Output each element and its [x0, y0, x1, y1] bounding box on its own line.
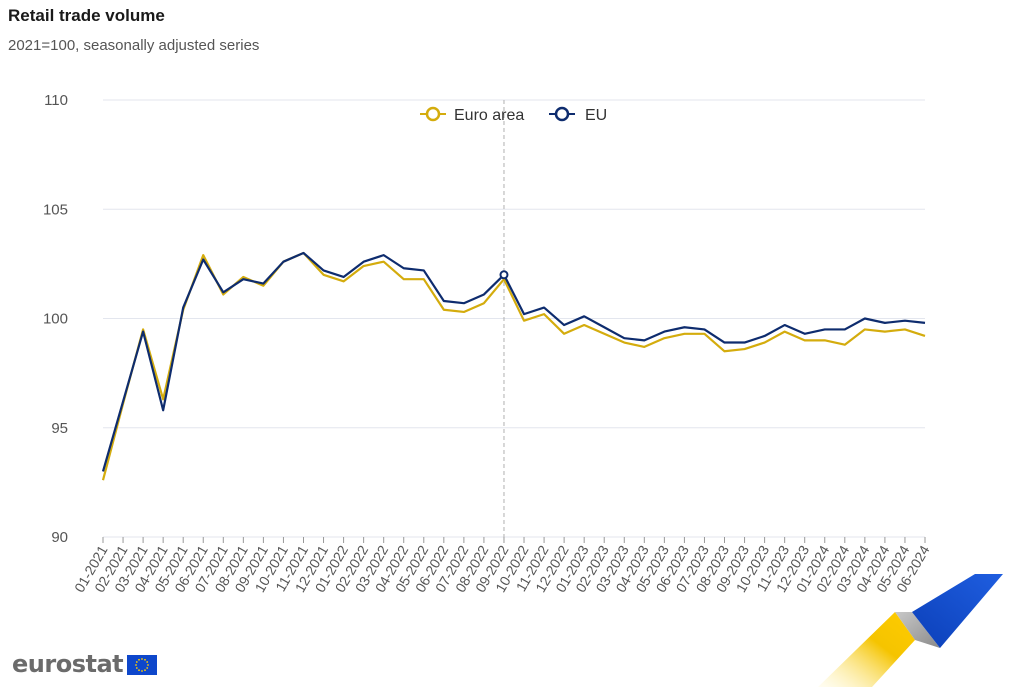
flag-star	[146, 661, 149, 663]
series-line-eu[interactable]	[101, 251, 926, 472]
chart-subtitle: 2021=100, seasonally adjusted series	[8, 37, 260, 54]
legend-label-eu: EU	[585, 107, 607, 124]
flag-star	[138, 658, 141, 661]
legend-marker-euro-area	[425, 106, 441, 122]
y-tick-label: 95	[51, 420, 68, 437]
legend-item-eu[interactable]: EU	[549, 106, 607, 124]
y-tick-label: 100	[43, 311, 68, 328]
hover-markers	[499, 270, 509, 280]
flag-star	[135, 664, 138, 666]
y-tick-label: 90	[51, 529, 68, 546]
chart-title: Retail trade volume	[8, 6, 165, 25]
eurostat-logo[interactable]: eurostat	[12, 650, 158, 678]
series-layer	[101, 251, 926, 481]
flag-star	[144, 669, 147, 672]
legend-label-euro-area: Euro area	[454, 107, 524, 124]
flag-star	[141, 670, 144, 672]
flag-star	[144, 658, 147, 661]
flag-star	[146, 667, 149, 669]
flag-star	[138, 669, 141, 672]
series-line-euro-area[interactable]	[101, 251, 926, 481]
legend-item-euro-area[interactable]: Euro area	[420, 106, 524, 124]
y-tick-label: 110	[44, 92, 68, 109]
hover-marker-eu	[499, 270, 509, 280]
legend-marker-eu	[554, 106, 570, 122]
eu-flag-icon	[127, 655, 158, 675]
flag-star	[136, 661, 138, 663]
logo-text: eurostat	[12, 650, 124, 678]
grid-layer	[103, 99, 925, 538]
y-tick-label: 105	[43, 201, 68, 218]
y-axis-ticks: 90 95 100 105 110	[43, 92, 68, 546]
x-axis-ticks: 01-202102-202103-202104-202105-202106-20…	[71, 537, 933, 595]
legend[interactable]: Euro area EU	[420, 106, 607, 124]
flag-star	[141, 658, 144, 660]
flag-star	[136, 667, 138, 669]
flag-star	[147, 664, 150, 666]
